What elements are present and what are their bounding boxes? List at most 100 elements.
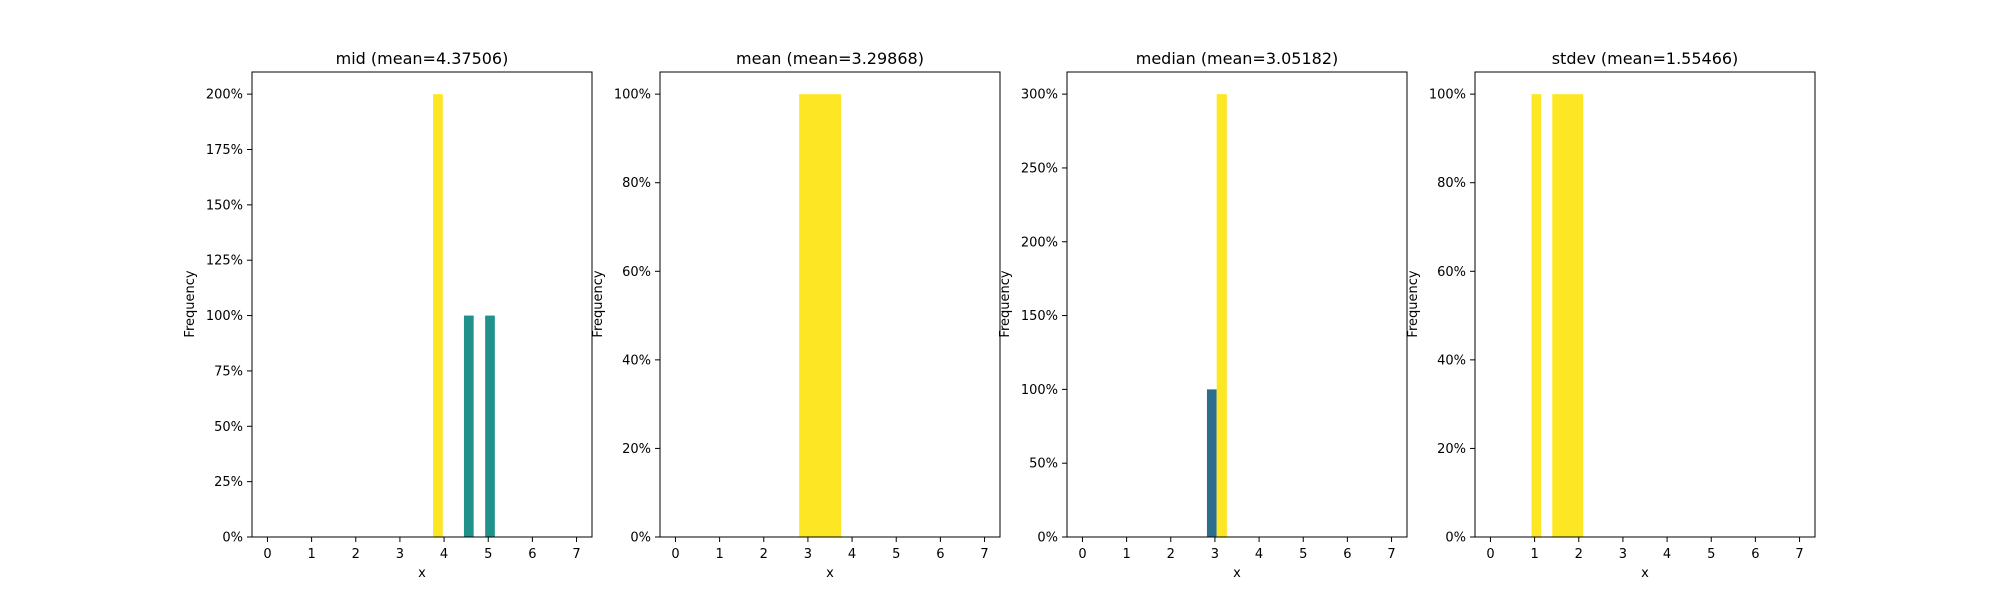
x-ticks: 0 1 2 3 4 5 6 7 (1078, 537, 1396, 562)
x-tick-label: 4 (440, 547, 448, 562)
x-tick-label: 7 (1795, 547, 1803, 562)
y-tick-label: 75% (214, 364, 243, 379)
x-tick-label: 0 (1078, 547, 1086, 562)
y-tick-label: 200% (1021, 235, 1058, 250)
y-tick-label: 40% (622, 353, 651, 368)
x-tick-label: 3 (804, 547, 812, 562)
x-tick-label: 2 (760, 547, 768, 562)
y-tick-label: 20% (1437, 442, 1466, 457)
x-axis-label: x (1641, 566, 1649, 581)
x-tick-label: 2 (352, 547, 360, 562)
panel-1: mid (mean=4.37506) 0%25%50%75%100%125%15… (183, 49, 593, 581)
y-ticks: 0% 20% 40% 60% 80% 100% (1429, 88, 1475, 546)
y-tick-label: 0% (222, 531, 243, 546)
axes-frame (251, 71, 593, 538)
axes-frame (659, 71, 1001, 538)
y-axis-label: Frequency (998, 270, 1013, 337)
panel-3: median (mean=3.05182) 0% 50% 100% 150% 200% 2… (998, 49, 1408, 581)
x-tick-label: 4 (1663, 547, 1671, 562)
y-tick-label: 150% (1021, 309, 1058, 324)
y-tick-label: 125% (206, 254, 243, 269)
y-tick-label: 80% (622, 176, 651, 191)
x-tick-label: 4 (848, 547, 856, 562)
x-tick-label: 1 (1530, 547, 1538, 562)
y-tick-label: 40% (1437, 353, 1466, 368)
x-tick-label: 6 (528, 547, 536, 562)
x-tick-label: 3 (1619, 547, 1627, 562)
histogram-bar (1552, 94, 1584, 537)
bars-group (1206, 94, 1227, 537)
panel-title: stdev (mean=1.55466) (1552, 49, 1739, 68)
x-tick-label: 2 (1575, 547, 1583, 562)
panel-title: mean (mean=3.29868) (736, 49, 924, 68)
panel-title: mid (mean=4.37506) (336, 49, 509, 68)
histogram-bar (1216, 94, 1227, 537)
y-tick-label: 60% (1437, 265, 1466, 280)
y-ticks: 0% 25% 50% 75% 100% 125% 150% 175% 200% (206, 88, 252, 546)
histogram-bar (1206, 389, 1217, 537)
x-ticks: 0 1 2 3 4 5 6 7 (671, 537, 989, 562)
x-tick-label: 6 (936, 547, 944, 562)
y-tick-label: 100% (206, 309, 243, 324)
panel-title: median (mean=3.05182) (1136, 49, 1339, 68)
bars-group (433, 94, 495, 537)
y-tick-label: 175% (206, 143, 243, 158)
x-tick-label: 6 (1343, 547, 1351, 562)
x-tick-label: 5 (484, 547, 492, 562)
histogram-bar (463, 315, 474, 537)
y-ticks: 0% 20% 40% 60% 80% 100% (614, 88, 660, 546)
y-tick-label: 300% (1021, 88, 1058, 103)
y-tick-label: 200% (206, 88, 243, 103)
y-ticks: 0% 50% 100% 150% 200% 250% 300% (1021, 88, 1067, 546)
y-axis-label: Frequency (1406, 270, 1421, 337)
axes-frame (1474, 71, 1816, 538)
x-ticks: 0 1 2 3 4 5 6 7 (263, 537, 581, 562)
y-tick-label: 100% (1021, 383, 1058, 398)
histogram-bar (1531, 94, 1542, 537)
y-tick-label: 60% (622, 265, 651, 280)
x-tick-label: 2 (1167, 547, 1175, 562)
y-tick-label: 100% (1429, 88, 1466, 103)
x-tick-label: 5 (1299, 547, 1307, 562)
y-tick-label: 0% (1445, 531, 1466, 546)
x-axis-label: x (826, 566, 834, 581)
panel-2: mean (mean=3.29868) 0% 20% 40% 60% 80% 100% 0… (591, 49, 1001, 581)
y-tick-label: 50% (1029, 457, 1058, 472)
x-tick-label: 1 (1122, 547, 1130, 562)
x-tick-label: 1 (715, 547, 723, 562)
histogram-bar (485, 315, 495, 537)
y-tick-label: 100% (614, 88, 651, 103)
y-tick-label: 80% (1437, 176, 1466, 191)
bars-group (799, 94, 842, 537)
y-tick-label: 20% (622, 442, 651, 457)
y-tick-label: 150% (206, 198, 243, 213)
x-tick-label: 6 (1751, 547, 1759, 562)
x-tick-label: 1 (307, 547, 315, 562)
x-axis-label: x (1233, 566, 1241, 581)
x-tick-label: 5 (1707, 547, 1715, 562)
axes-frame (1066, 71, 1408, 538)
histogram-bar (433, 94, 443, 537)
y-tick-label: 25% (214, 475, 243, 490)
x-axis-label: x (418, 566, 426, 581)
y-axis-label: Frequency (183, 270, 198, 337)
bars-group (1531, 94, 1584, 537)
panel-4: stdev (mean=1.55466) 0% 20% 40% 60% 80% 1 0 0% … (1406, 49, 1816, 581)
x-tick-label: 7 (980, 547, 988, 562)
x-tick-label: 0 (263, 547, 271, 562)
y-tick-label: 0% (1037, 531, 1058, 546)
x-tick-label: 3 (396, 547, 404, 562)
histogram-bar (799, 94, 842, 537)
y-axis-label: Frequency (591, 270, 606, 337)
x-tick-label: 0 (1486, 547, 1494, 562)
y-tick-label: 0% (630, 531, 651, 546)
y-tick-label: 250% (1021, 161, 1058, 176)
y-tick-label: 50% (214, 420, 243, 435)
x-tick-label: 3 (1211, 547, 1219, 562)
x-tick-label: 7 (1387, 547, 1395, 562)
x-tick-label: 4 (1255, 547, 1263, 562)
x-tick-label: 7 (572, 547, 580, 562)
x-ticks: 0 1 2 3 4 5 6 7 (1486, 537, 1804, 562)
x-tick-label: 5 (892, 547, 900, 562)
